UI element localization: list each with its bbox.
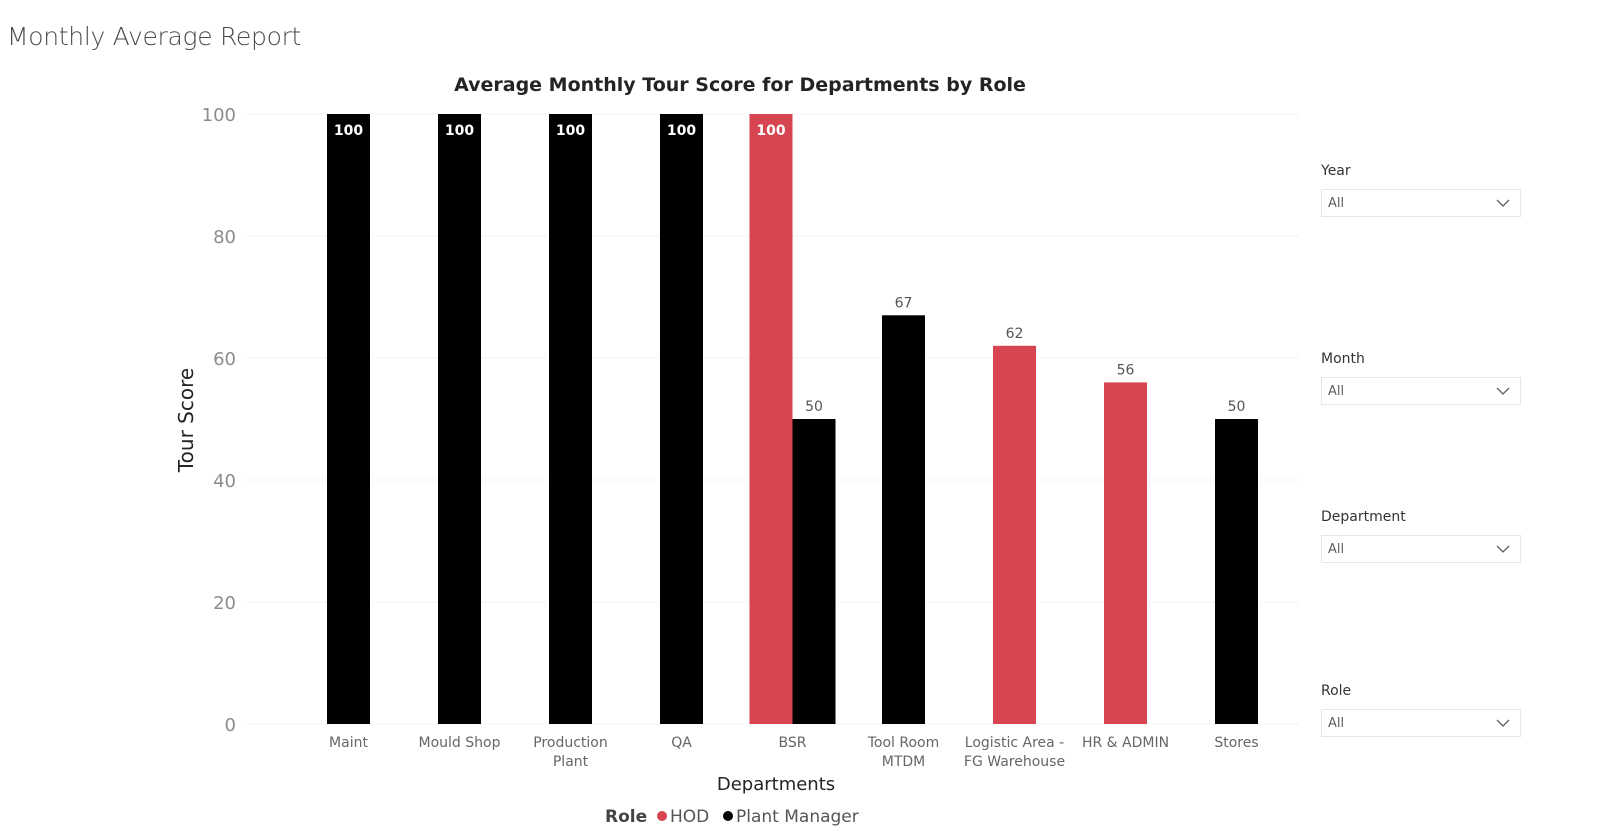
bar-plant-manager — [327, 114, 370, 724]
slicer-department-label: Department — [1321, 509, 1406, 525]
legend-label-plant-manager: Plant Manager — [736, 807, 859, 827]
bar-hod — [1104, 382, 1147, 724]
y-tick-label: 20 — [213, 593, 236, 614]
slicer-month: Month All — [1321, 351, 1523, 405]
slicer-month-dropdown[interactable]: All — [1321, 377, 1521, 405]
page-title: Monthly Average Report — [7, 22, 302, 51]
y-tick-label: 80 — [213, 227, 236, 248]
chevron-down-icon — [1496, 199, 1510, 207]
slicer-month-value: All — [1328, 384, 1345, 399]
legend-title: Role — [605, 807, 647, 827]
slicer-year-label: Year — [1321, 163, 1351, 179]
slicer-role-value: All — [1328, 716, 1345, 731]
data-label: 100 — [445, 123, 474, 139]
data-label: 50 — [1228, 399, 1246, 415]
slicer-year-dropdown[interactable]: All — [1321, 189, 1521, 217]
bar-plant-manager — [438, 114, 481, 724]
x-tick-label: BSR — [779, 735, 807, 751]
legend-marker-hod — [657, 811, 667, 821]
x-tick-label: Production — [533, 735, 607, 751]
bar-plant-manager — [792, 419, 836, 724]
bar-plant-manager — [882, 315, 925, 724]
x-tick-label: Mould Shop — [419, 735, 501, 751]
chevron-down-icon — [1496, 387, 1510, 395]
slicer-year: Year All — [1321, 163, 1523, 217]
bar-hod — [993, 345, 1036, 724]
slicer-department: Department All — [1321, 509, 1523, 563]
x-tick-label: Tool Room — [867, 735, 940, 751]
slicer-role-dropdown[interactable]: All — [1321, 709, 1521, 737]
x-tick-label: Stores — [1214, 735, 1258, 751]
data-label: 67 — [895, 295, 913, 311]
x-tick-label: Plant — [553, 754, 589, 770]
legend-marker-plant-manager — [723, 811, 733, 821]
data-label: 100 — [756, 123, 785, 139]
x-tick-label: QA — [671, 735, 692, 751]
bar-chart: Average Monthly Tour Score for Departmen… — [174, 74, 1300, 827]
bar-plant-manager — [1215, 419, 1258, 724]
chevron-down-icon — [1496, 545, 1510, 553]
slicer-department-dropdown[interactable]: All — [1321, 535, 1521, 563]
bar-plant-manager — [549, 114, 592, 724]
slicer-year-value: All — [1328, 196, 1345, 211]
chart-title: Average Monthly Tour Score for Departmen… — [454, 74, 1026, 96]
bar-plant-manager — [660, 114, 703, 724]
slicer-role: Role All — [1321, 683, 1523, 737]
x-tick-label: MTDM — [882, 754, 926, 770]
data-label: 56 — [1117, 362, 1135, 378]
data-label: 50 — [805, 399, 823, 415]
data-label: 100 — [556, 123, 585, 139]
data-label: 100 — [334, 123, 363, 139]
x-tick-label: FG Warehouse — [964, 754, 1065, 770]
chevron-down-icon — [1496, 719, 1510, 727]
legend-label-hod: HOD — [670, 807, 709, 827]
x-axis-title: Departments — [717, 774, 835, 795]
data-label: 62 — [1006, 326, 1024, 342]
x-tick-label: Maint — [329, 735, 368, 751]
y-tick-label: 100 — [202, 105, 236, 126]
slicer-month-label: Month — [1321, 351, 1365, 367]
y-tick-label: 40 — [213, 471, 236, 492]
x-tick-label: Logistic Area - — [965, 735, 1064, 751]
data-label: 100 — [667, 123, 696, 139]
x-tick-label: HR & ADMIN — [1082, 735, 1169, 751]
slicer-role-label: Role — [1321, 683, 1352, 699]
y-axis-title: Tour Score — [174, 368, 198, 473]
y-tick-label: 60 — [213, 349, 236, 370]
y-tick-label: 0 — [225, 715, 236, 736]
slicer-department-value: All — [1328, 542, 1345, 557]
bar-hod — [749, 114, 793, 724]
